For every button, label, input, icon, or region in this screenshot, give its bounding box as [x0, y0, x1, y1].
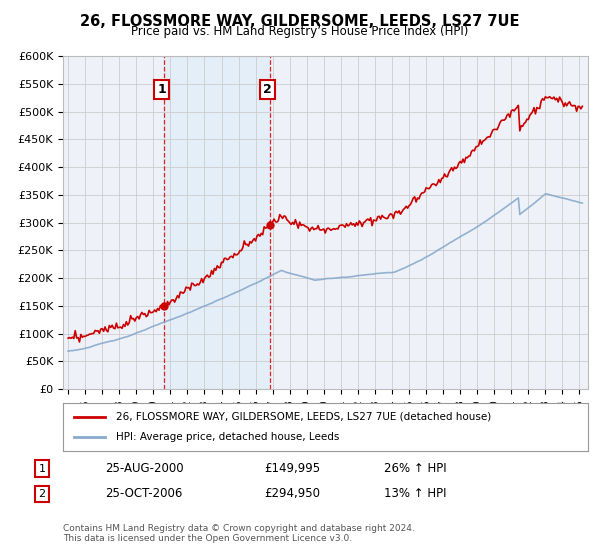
Text: Price paid vs. HM Land Registry’s House Price Index (HPI): Price paid vs. HM Land Registry’s House …	[131, 25, 469, 38]
Text: 2: 2	[38, 489, 46, 499]
Text: 26, FLOSSMORE WAY, GILDERSOME, LEEDS, LS27 7UE: 26, FLOSSMORE WAY, GILDERSOME, LEEDS, LS…	[80, 14, 520, 29]
Text: 2: 2	[263, 83, 271, 96]
Text: HPI: Average price, detached house, Leeds: HPI: Average price, detached house, Leed…	[115, 432, 339, 442]
Text: 1: 1	[157, 83, 166, 96]
Text: 25-AUG-2000: 25-AUG-2000	[105, 462, 184, 475]
Text: 13% ↑ HPI: 13% ↑ HPI	[384, 487, 446, 501]
Text: Contains HM Land Registry data © Crown copyright and database right 2024.
This d: Contains HM Land Registry data © Crown c…	[63, 524, 415, 543]
Text: 26% ↑ HPI: 26% ↑ HPI	[384, 462, 446, 475]
Text: 25-OCT-2006: 25-OCT-2006	[105, 487, 182, 501]
Text: 26, FLOSSMORE WAY, GILDERSOME, LEEDS, LS27 7UE (detached house): 26, FLOSSMORE WAY, GILDERSOME, LEEDS, LS…	[115, 412, 491, 422]
Text: 1: 1	[38, 464, 46, 474]
Text: £294,950: £294,950	[264, 487, 320, 501]
Text: £149,995: £149,995	[264, 462, 320, 475]
Bar	[164, 56, 269, 389]
